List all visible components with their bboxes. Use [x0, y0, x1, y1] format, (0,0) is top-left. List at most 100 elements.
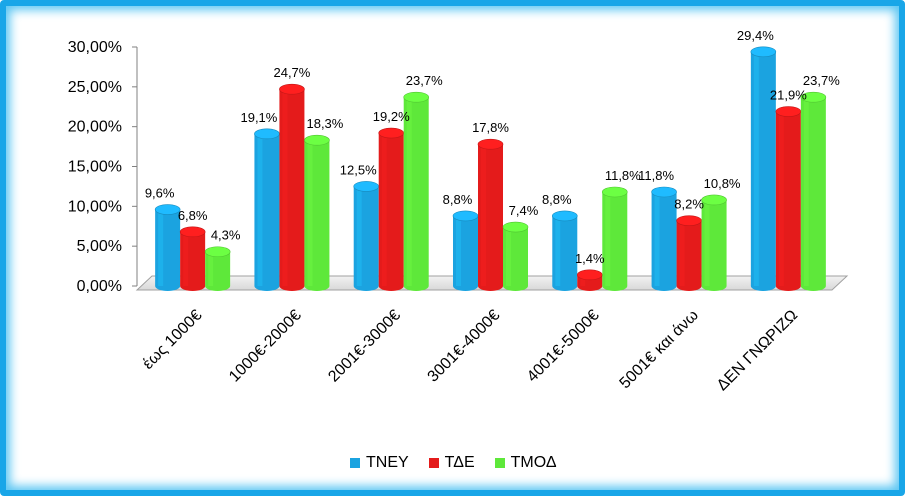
- data-label: 10,8%: [704, 176, 741, 191]
- bar-body: [155, 209, 181, 291]
- bar-body: [602, 191, 628, 291]
- bar-top: [452, 210, 479, 222]
- bar: [279, 83, 305, 292]
- bar-highlight: [257, 133, 263, 286]
- bar-body: [775, 111, 801, 291]
- bar: [254, 128, 280, 291]
- bar: [353, 181, 380, 291]
- data-label: 11,8%: [638, 168, 674, 183]
- data-label: 8,8%: [542, 192, 572, 207]
- data-label: 19,2%: [373, 109, 410, 124]
- data-label: 4,3%: [211, 228, 241, 243]
- bar-highlight: [654, 191, 660, 286]
- y-tick-label: 25,00%: [68, 79, 122, 96]
- bar-body: [552, 215, 578, 291]
- bar: [502, 221, 529, 291]
- x-tick-label: 1000€-2000€: [226, 307, 305, 386]
- bar-highlight: [282, 89, 288, 287]
- bar-body: [205, 251, 231, 291]
- bar-top: [304, 134, 330, 146]
- bar-highlight: [381, 133, 387, 286]
- data-label: 9,6%: [145, 186, 175, 201]
- y-tick-label: 15,00%: [68, 159, 122, 176]
- bar-top: [378, 127, 405, 139]
- bar-highlight: [555, 215, 561, 286]
- bar: [676, 215, 702, 291]
- bar-top: [800, 91, 827, 103]
- legend-item: ΤΝΕΥ: [350, 454, 409, 472]
- data-label: 23,7%: [803, 73, 840, 88]
- bar-highlight: [208, 251, 214, 286]
- bar-highlight: [406, 97, 412, 286]
- legend-label: ΤΝΕΥ: [366, 454, 409, 471]
- data-label: 7,4%: [509, 203, 539, 218]
- bar: [204, 246, 231, 291]
- bar: [576, 269, 603, 291]
- bar: [179, 226, 206, 291]
- bar-highlight: [456, 215, 461, 286]
- legend-item: ΤΜΟΔ: [494, 454, 557, 472]
- bar-highlight: [753, 51, 759, 286]
- bar-highlight: [679, 220, 685, 286]
- bar-body: [403, 97, 429, 291]
- bar-body: [304, 140, 330, 291]
- bar-body: [478, 144, 503, 291]
- bar-top: [279, 83, 305, 95]
- bar: [701, 194, 727, 291]
- bar-body: [254, 133, 280, 291]
- bar-body: [651, 191, 677, 291]
- bar: [477, 138, 504, 291]
- y-tick-label: 5,00%: [77, 238, 122, 255]
- data-label: 6,8%: [178, 208, 208, 223]
- bar-top: [403, 91, 430, 103]
- y-tick-label: 20,00%: [68, 119, 122, 136]
- bar-highlight: [356, 186, 362, 286]
- bar-highlight: [158, 209, 164, 286]
- bar-highlight: [307, 140, 313, 286]
- bar-top: [651, 186, 677, 198]
- bar-top: [254, 128, 280, 140]
- bar-top: [601, 186, 628, 198]
- data-label: 12,5%: [340, 162, 377, 177]
- bar: [750, 46, 777, 291]
- x-tick-label: έως 1000€: [140, 307, 206, 373]
- bar-highlight: [481, 144, 486, 286]
- bar-top: [576, 269, 603, 281]
- bar-highlight: [183, 231, 189, 286]
- bar: [452, 210, 479, 291]
- data-label: 17,8%: [472, 120, 509, 135]
- x-tick-label: ΔΕΝ ΓΝΩΡΙΖΩ: [714, 307, 801, 394]
- bar-body: [353, 186, 379, 291]
- bar: [403, 91, 430, 291]
- bar-top: [750, 46, 777, 58]
- y-tick-label: 30,00%: [68, 39, 122, 56]
- data-label: 8,8%: [443, 192, 473, 207]
- bar-body: [279, 89, 305, 292]
- data-label: 11,8%: [605, 168, 641, 183]
- bar: [154, 204, 181, 291]
- data-label: 1,4%: [575, 251, 605, 266]
- bar-top: [502, 221, 529, 233]
- bar-top: [775, 106, 802, 117]
- data-label: 19,1%: [240, 110, 277, 125]
- bar: [775, 106, 802, 291]
- x-tick-label: 4001€-5000€: [524, 307, 603, 386]
- bar-body: [503, 227, 528, 291]
- bar-top: [179, 226, 206, 238]
- bar-top: [154, 204, 181, 215]
- bar: [304, 134, 330, 291]
- data-label: 24,7%: [273, 65, 310, 80]
- bar: [651, 186, 677, 291]
- data-label: 21,9%: [770, 88, 807, 103]
- bar-highlight: [580, 274, 586, 286]
- legend-label: ΤΔΕ: [444, 454, 475, 471]
- bar: [601, 186, 628, 291]
- bar-top: [551, 210, 578, 222]
- bar-top: [477, 138, 504, 150]
- bar-body: [800, 97, 826, 291]
- legend-swatch: [428, 458, 439, 468]
- x-tick-label: 5001€ και άνω: [617, 307, 702, 392]
- legend-item: ΤΔΕ: [428, 454, 475, 472]
